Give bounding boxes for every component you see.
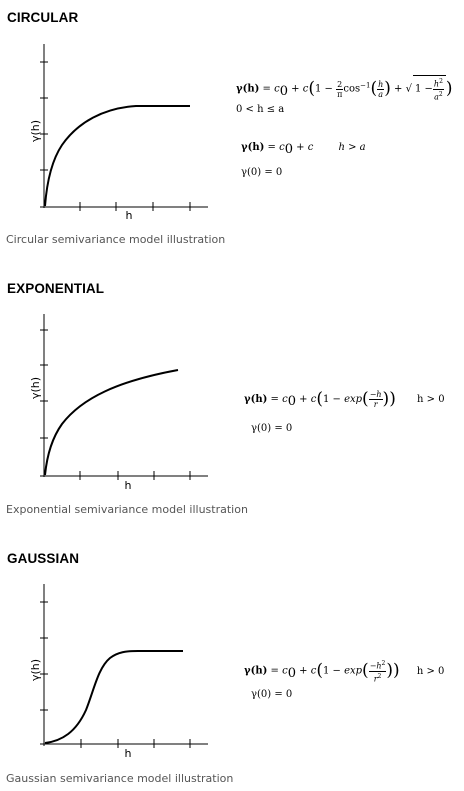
gaussian-section: GAUSSIAN γ(h) h γ(h) = c0 + c(1 − exp(−h… bbox=[0, 540, 464, 791]
y-ticks bbox=[40, 601, 48, 711]
exponential-plot: γ(h) h bbox=[29, 314, 208, 492]
gaussian-x-label: h bbox=[125, 747, 132, 760]
exponential-y-label: γ(h) bbox=[29, 377, 42, 399]
gaussian-caption: Gaussian semivariance model illustration bbox=[6, 772, 234, 785]
circular-plot: γ(h) h bbox=[29, 44, 208, 222]
exponential-x-label: h bbox=[125, 479, 132, 492]
x-ticks bbox=[79, 202, 191, 211]
x-ticks bbox=[79, 471, 191, 480]
gaussian-curve bbox=[44, 650, 183, 744]
gaussian-formula-line1: γ(h) = c0 + c(1 − exp(−h2 r2)) h > 0 bbox=[244, 660, 445, 684]
circular-section: CIRCULAR γ(h) h γ(h) = c0 + c(1 − 2 π cos−… bbox=[0, 0, 464, 260]
y-ticks bbox=[40, 329, 48, 439]
exponential-formula-line1: γ(h) = c0 + c(1 − exp(−h r)) h > 0 bbox=[244, 389, 445, 409]
circular-formula-line1: γ(h) = c0 + c(1 − 2 π cos−1(h a) + √ 1 − h2 a2… bbox=[236, 75, 453, 101]
circular-formula-line3: γ(0) = 0 bbox=[241, 167, 283, 178]
y-ticks bbox=[40, 61, 48, 171]
x-ticks bbox=[80, 739, 191, 748]
circular-y-label: γ(h) bbox=[29, 120, 42, 142]
exponential-formula-line2: γ(0) = 0 bbox=[251, 423, 293, 434]
circular-curve bbox=[44, 105, 190, 207]
circular-heading: CIRCULAR bbox=[7, 10, 79, 25]
exponential-caption: Exponential semivariance model illustrat… bbox=[6, 503, 248, 516]
circular-x-label: h bbox=[126, 209, 133, 222]
circular-formula-domain: 0 < h ≤ a bbox=[236, 104, 285, 115]
exponential-curve bbox=[44, 369, 179, 476]
exponential-heading: EXPONENTIAL bbox=[7, 281, 105, 296]
circular-formula-line2: γ(h) = c0 + c h > a bbox=[241, 142, 366, 157]
exponential-section: EXPONENTIAL γ(h) h γ(h) = c0 + c(1 − exp… bbox=[0, 270, 464, 525]
circular-caption: Circular semivariance model illustration bbox=[6, 233, 226, 246]
gaussian-y-label: γ(h) bbox=[29, 659, 42, 681]
gaussian-plot: γ(h) h bbox=[29, 584, 208, 760]
gaussian-formula-line2: γ(0) = 0 bbox=[251, 689, 293, 700]
gaussian-heading: GAUSSIAN bbox=[7, 551, 80, 566]
